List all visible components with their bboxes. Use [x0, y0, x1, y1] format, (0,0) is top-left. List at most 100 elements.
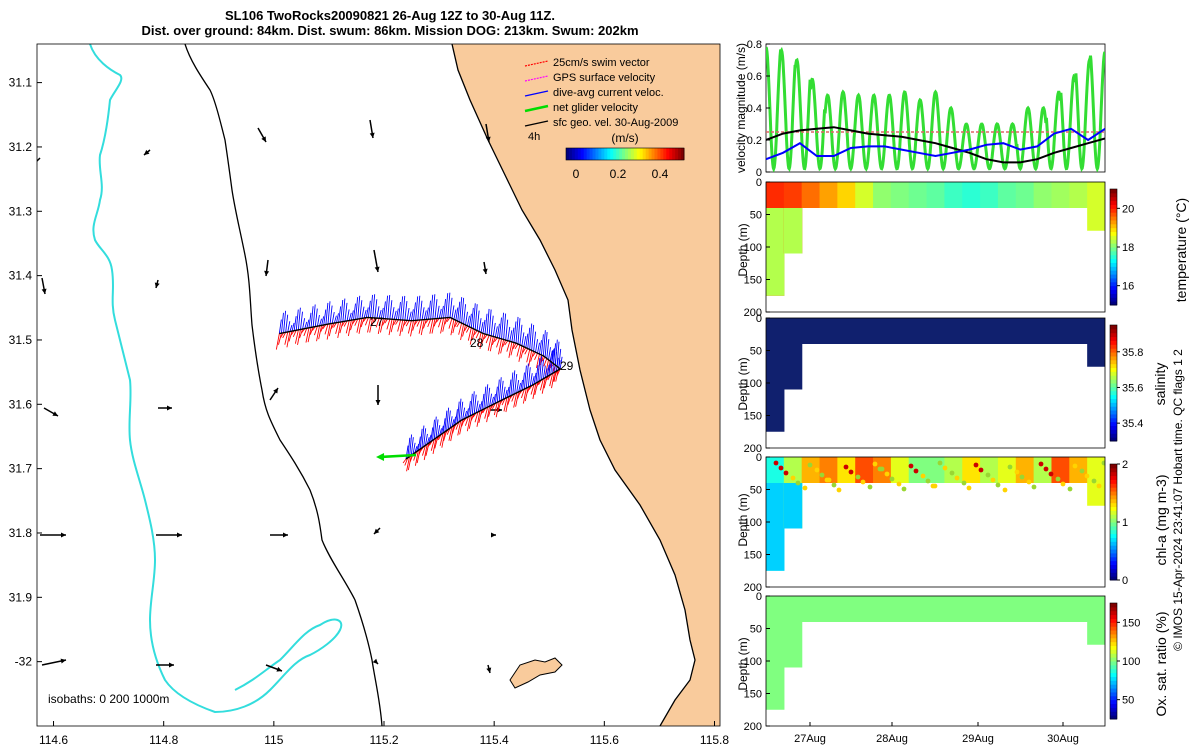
chl-sample-dot [855, 474, 861, 480]
dive-avg-vector [494, 386, 498, 404]
dive-avg-vector [440, 425, 444, 435]
land-area [452, 44, 720, 726]
dive-avg-vector [331, 312, 335, 324]
geo-velocity-arrowhead [60, 658, 66, 664]
temp-colorbar-cell [1110, 289, 1117, 294]
temp-colorbar-cell [1110, 285, 1117, 291]
geo-velocity-arrowhead [264, 270, 270, 276]
swim-vector [465, 326, 470, 333]
ox-column [783, 596, 803, 668]
dive-avg-vector [527, 327, 531, 349]
dive-avg-vector [463, 304, 467, 325]
swim-vector [469, 328, 474, 345]
swim-vector [491, 336, 496, 346]
sal-column [801, 318, 821, 344]
chl-colorbar-cell [1110, 576, 1117, 581]
temp-cbtick-label: 16 [1122, 281, 1134, 293]
dive-avg-vector [510, 372, 514, 396]
swim-vector [440, 317, 445, 334]
dive-avg-vector [414, 446, 418, 453]
temp-deep-column [766, 208, 785, 296]
velocity-ytick-label: 0.2 [747, 135, 762, 147]
swim-vector [511, 393, 516, 402]
title-line-1: SL106 TwoRocks20090821 26-Aug 12Z to 30-… [225, 8, 555, 23]
geo-velocity-arrowhead [177, 532, 182, 538]
dive-avg-vector [523, 335, 527, 347]
velocity-panel: 0 0.2 0.4 0.6 0.8 velocity magnitude (m/s) [734, 39, 1106, 179]
sal-colorbar-cell [1110, 413, 1117, 419]
chl-column [980, 457, 999, 483]
swim-vector [543, 376, 548, 389]
velocity-dive-line [766, 127, 1105, 161]
sal-column [1087, 318, 1105, 367]
swim-vector [350, 319, 354, 331]
dive-avg-vector [314, 308, 318, 327]
temp-column [908, 182, 928, 208]
ox-colorbar-cell [1110, 672, 1117, 677]
swim-vector [432, 437, 437, 455]
temp-colorbar-cell [1110, 297, 1117, 302]
dive-avg-vector [546, 339, 550, 359]
chl-sample-dot [836, 487, 842, 493]
chl-sample-dot [978, 467, 984, 473]
speed-colorbar-cell [616, 148, 620, 160]
swim-vector [427, 318, 432, 328]
legend-gps-label: GPS surface velocity [553, 72, 656, 84]
speed-colorbar-cell [604, 148, 608, 160]
dive-avg-vector [423, 428, 427, 447]
dive-avg-vector [500, 380, 504, 401]
swim-vector [430, 439, 435, 451]
sal-colorbar-cell [1110, 406, 1117, 411]
temp-colorbar-cell [1110, 243, 1117, 248]
dive-avg-vector [454, 409, 458, 425]
sal-colorbar-cell [1110, 390, 1117, 396]
swim-vector [402, 458, 407, 464]
chl-colorbar-cell [1110, 572, 1117, 577]
salinity-cblabel: salinity [1152, 363, 1168, 406]
swim-vector [500, 339, 505, 354]
swim-vector [384, 318, 389, 324]
dive-avg-vector [522, 372, 525, 391]
chl-sample-dot [1007, 464, 1013, 470]
chl-colorbar-cell [1110, 494, 1117, 500]
swim-vector [467, 327, 472, 341]
dive-avg-vector [363, 310, 367, 319]
time-tick-label: 27Aug [794, 733, 826, 745]
dive-avg-vector [338, 306, 342, 323]
dive-avg-vector [370, 294, 373, 318]
chl-sample-dot [920, 473, 926, 479]
dive-avg-vector [444, 410, 448, 432]
swim-vector [439, 432, 444, 446]
dive-avg-vector [428, 434, 432, 444]
swim-vector [326, 323, 331, 340]
swim-vector [516, 344, 521, 357]
temp-cbtick-label: 20 [1122, 203, 1134, 215]
map-y-axis: 31.1 31.2 31.3 31.4 31.5 31.6 31.7 31.8 31.9 -32 [9, 76, 42, 669]
swim-vector [416, 319, 421, 327]
temp-column [1087, 182, 1105, 231]
dive-avg-vector [518, 382, 522, 392]
map-ytick-label: 31.9 [9, 590, 33, 604]
velocity-ytick-label: 0.4 [747, 103, 762, 115]
temp-colorbar-cell [1110, 258, 1117, 263]
dive-avg-vector [344, 302, 348, 322]
ox-colorbar-cell [1110, 603, 1117, 608]
sal-cbtick-label: 35.4 [1122, 418, 1143, 430]
chl-sample-dot [1079, 468, 1085, 474]
coastline [184, 44, 383, 726]
chl-colorbar-cell [1110, 533, 1117, 538]
dive-avg-vector [482, 319, 486, 334]
dive-avg-vector [516, 379, 520, 393]
swim-vector [461, 418, 465, 427]
sal-colorbar-cell [1110, 325, 1117, 330]
dive-avg-vector [312, 304, 316, 327]
chl-column [1033, 457, 1053, 483]
dive-avg-vector [439, 428, 442, 436]
swim-vector [324, 323, 329, 335]
chl-column [944, 457, 963, 483]
geo-velocity-arrowhead [369, 132, 375, 138]
temp-colorbar-cell [1110, 231, 1117, 236]
temp-column [926, 182, 946, 208]
swim-vector [358, 318, 363, 334]
sal-ytick-label: 50 [750, 346, 762, 358]
